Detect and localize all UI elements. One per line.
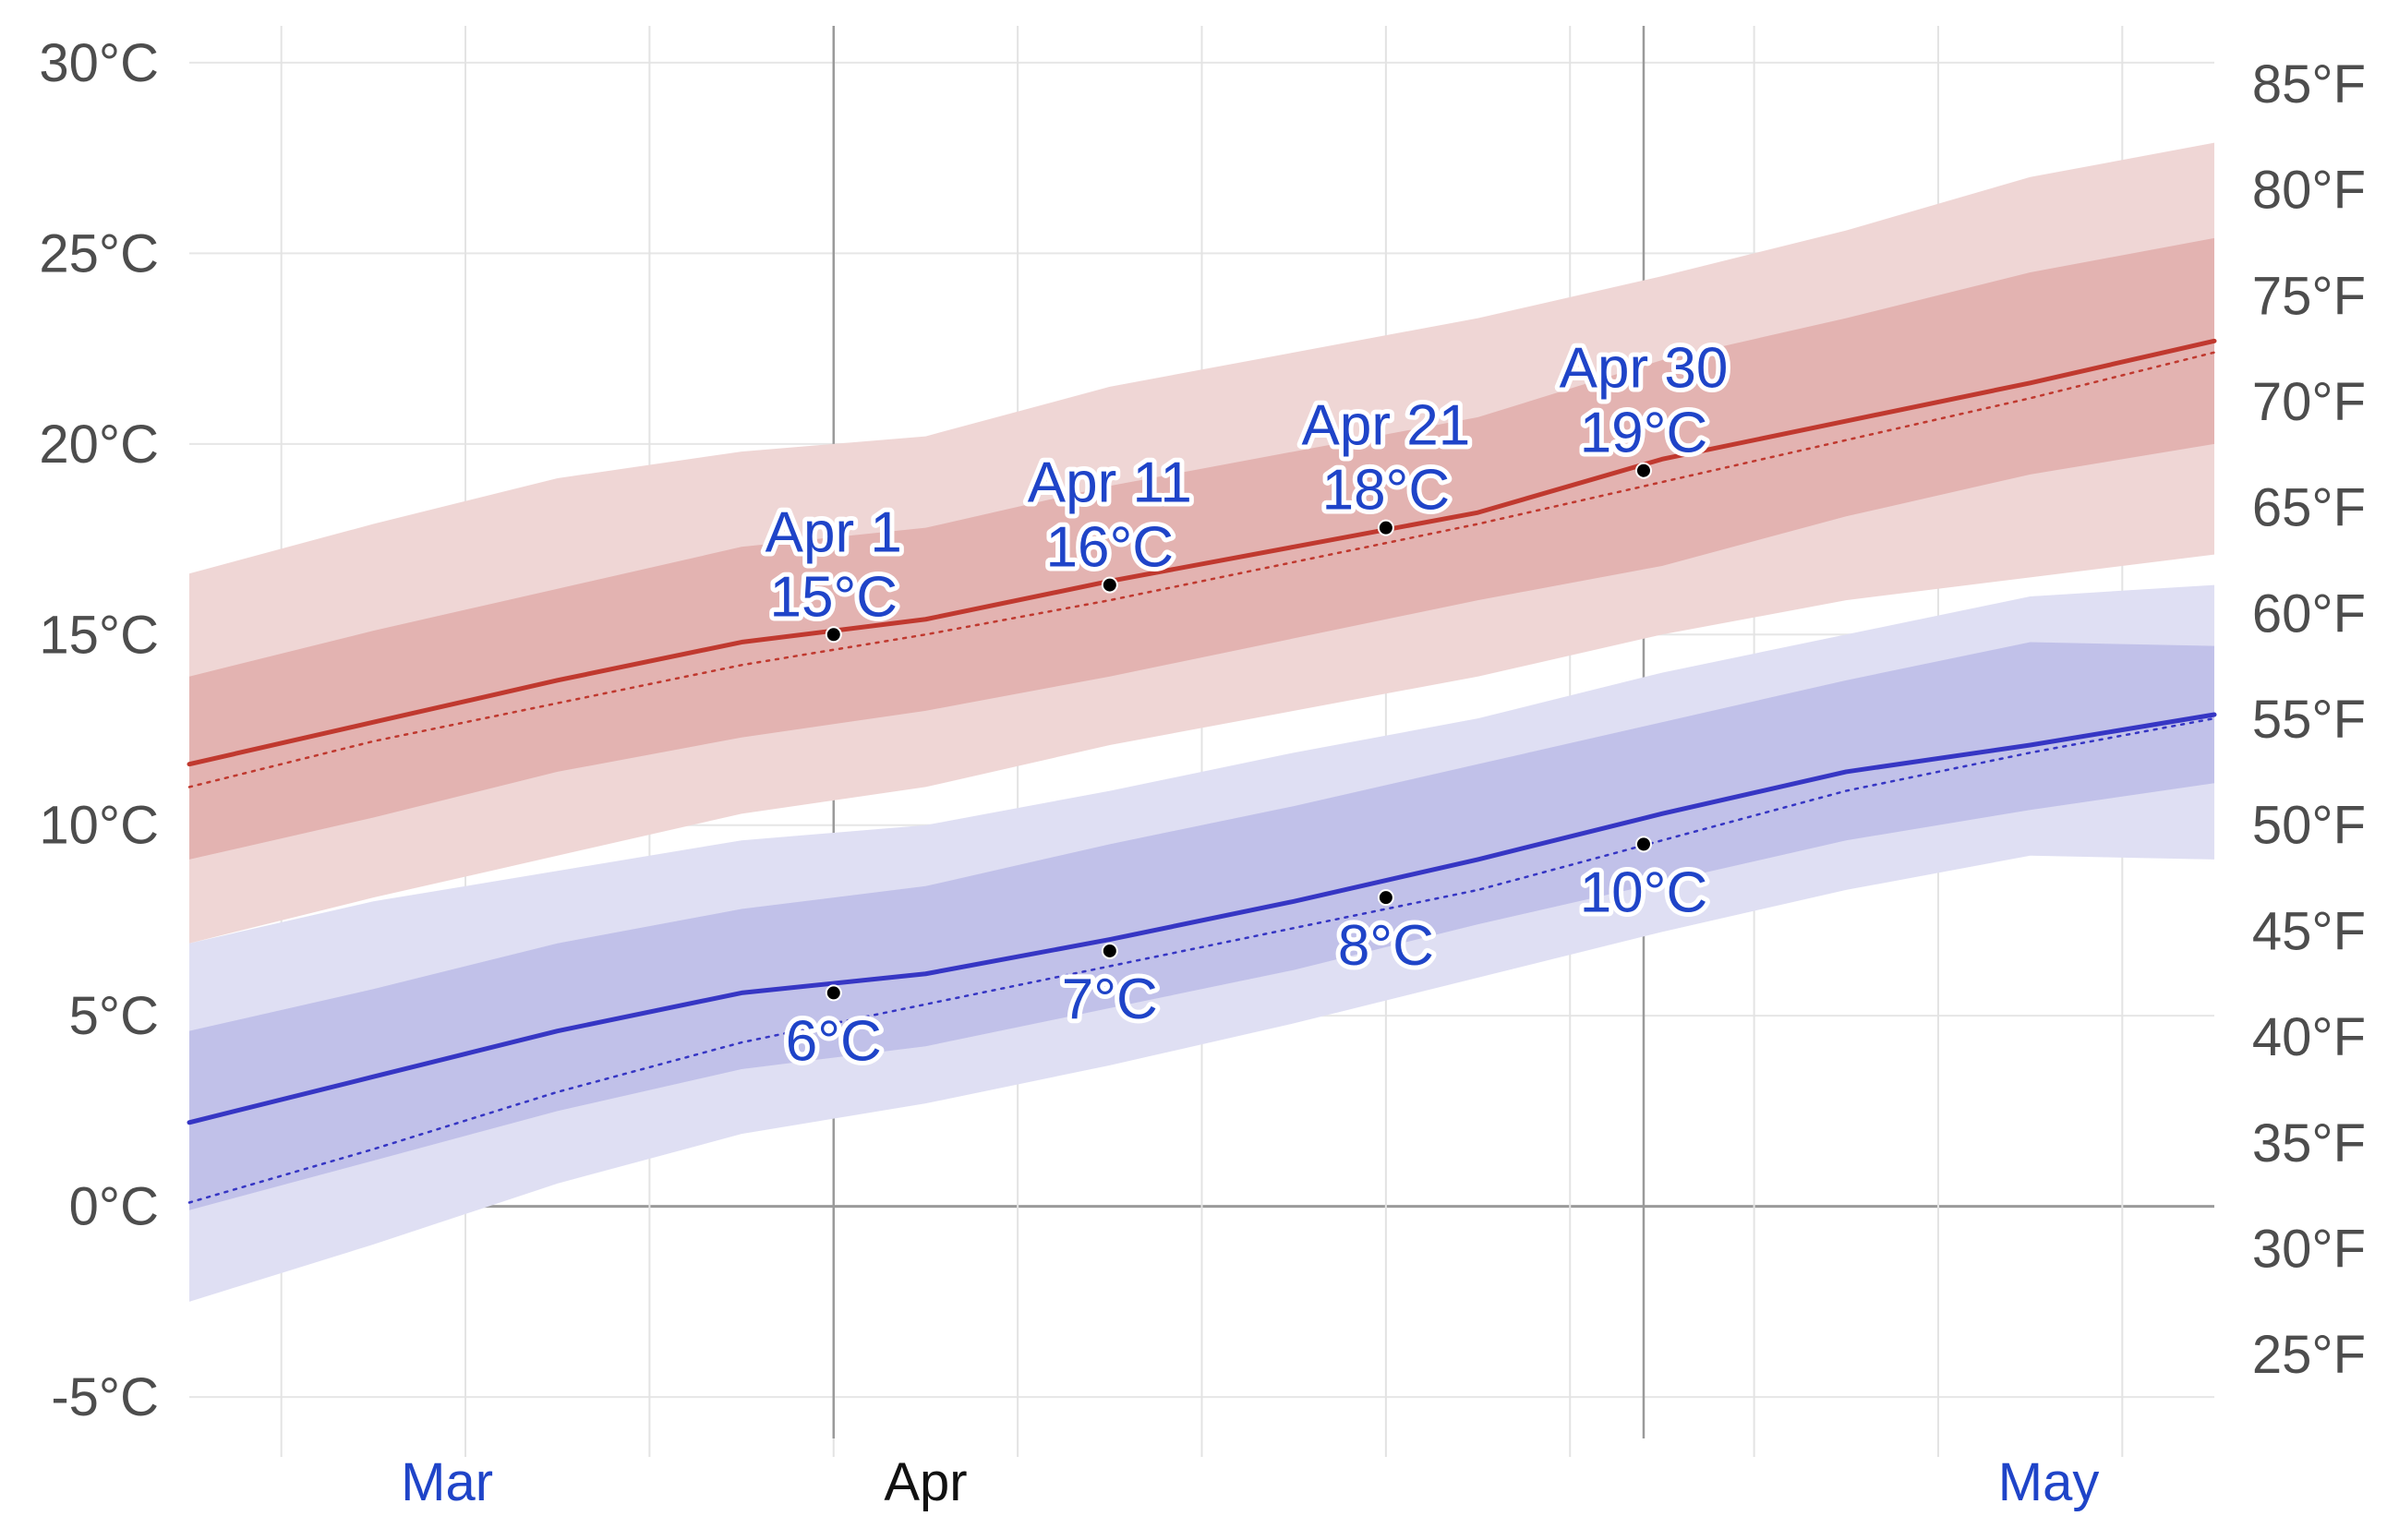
y-tick-label-f: 65°F bbox=[2252, 478, 2366, 538]
month-label: Apr bbox=[884, 1452, 967, 1512]
y-tick-label-c: 30°C bbox=[39, 33, 159, 93]
month-label: Mar bbox=[401, 1452, 493, 1512]
bands bbox=[189, 142, 2214, 1302]
data-point bbox=[1377, 889, 1394, 907]
y-tick-label-f: 50°F bbox=[2252, 796, 2366, 856]
y-tick-label-f: 25°F bbox=[2252, 1325, 2366, 1385]
data-point bbox=[1634, 462, 1652, 479]
high-mean-line bbox=[187, 338, 2217, 767]
annotation-temp: 15°C bbox=[770, 565, 898, 629]
y-tick-label-f: 60°F bbox=[2252, 584, 2366, 644]
data-point bbox=[1101, 576, 1118, 594]
annotation-date: Apr 30 bbox=[1560, 337, 1729, 401]
y-tick-label-c: 0°C bbox=[69, 1177, 159, 1237]
y-tick-label-f: 80°F bbox=[2252, 161, 2366, 221]
y-tick-label-c: -5°C bbox=[51, 1367, 159, 1427]
low-normal-line bbox=[187, 716, 2216, 1204]
data-point bbox=[1377, 519, 1394, 536]
axes: -5°C 0°C 5°C 10°C 15°C 20°C 25°C 30°C 25°F 30°F 35… bbox=[39, 33, 2366, 1512]
y-tick-label-c: 15°C bbox=[39, 605, 159, 665]
month-label: May bbox=[1998, 1452, 2100, 1512]
y-tick-label-c: 20°C bbox=[39, 415, 159, 475]
y-tick-label-f: 40°F bbox=[2252, 1007, 2366, 1067]
y-tick-label-f: 85°F bbox=[2252, 54, 2366, 114]
y-tick-label-f: 75°F bbox=[2252, 266, 2366, 326]
annotation-temp: 6°C bbox=[786, 1009, 882, 1073]
data-point bbox=[825, 626, 842, 644]
y-tick-label-c: 5°C bbox=[69, 986, 159, 1046]
y-tick-label-f: 35°F bbox=[2252, 1113, 2366, 1173]
data-point bbox=[1101, 942, 1118, 959]
y-tick-label-f: 45°F bbox=[2252, 901, 2366, 961]
series-lines bbox=[187, 338, 2217, 1204]
annotation-temp: 18°C bbox=[1322, 459, 1451, 523]
annotation-temp: 19°C bbox=[1580, 402, 1708, 465]
data-point bbox=[825, 984, 842, 1002]
annotation-date: Apr 1 bbox=[766, 500, 902, 564]
data-point bbox=[1634, 836, 1652, 853]
y-tick-label-f: 30°F bbox=[2252, 1219, 2366, 1279]
annotation-temp: 16°C bbox=[1046, 516, 1175, 580]
annotation-temp: 10°C bbox=[1580, 860, 1708, 924]
y-tick-label-f: 70°F bbox=[2252, 372, 2366, 432]
y-tick-label-f: 55°F bbox=[2252, 690, 2366, 750]
annotation-temp: 8°C bbox=[1338, 914, 1434, 978]
y-tick-label-c: 10°C bbox=[39, 796, 159, 856]
low-mean-line bbox=[187, 712, 2217, 1125]
y-tick-label-c: 25°C bbox=[39, 223, 159, 283]
high-band-inner bbox=[189, 237, 2214, 860]
annotation-date: Apr 21 bbox=[1302, 394, 1471, 458]
low-band-inner bbox=[189, 642, 2214, 1210]
high-normal-line bbox=[187, 351, 2216, 788]
annotation-temp: 7°C bbox=[1062, 968, 1158, 1031]
annotation-date: Apr 11 bbox=[1028, 451, 1192, 515]
